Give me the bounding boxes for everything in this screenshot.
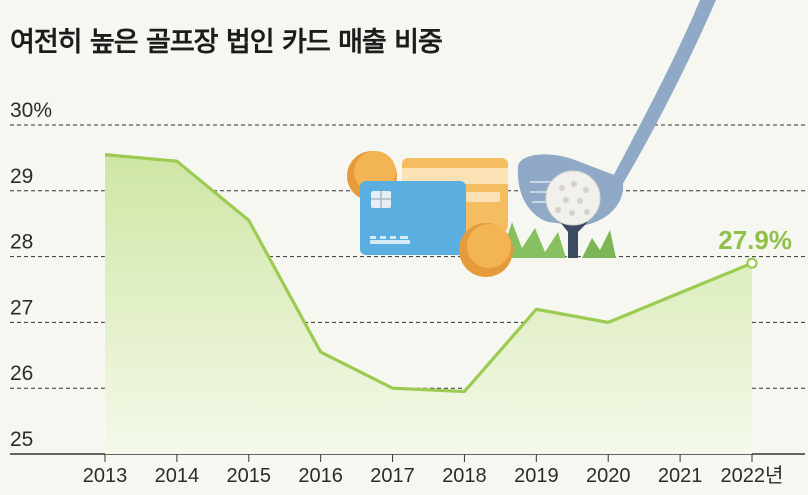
credit-card-icon xyxy=(360,181,466,255)
x-tick-label: 2013 xyxy=(83,465,128,487)
data-label: 27.9% xyxy=(718,225,792,255)
golf-ball-icon xyxy=(545,170,601,226)
x-tick-label: 2017 xyxy=(370,465,415,487)
golf-card-illustration xyxy=(347,0,716,277)
grass-icon xyxy=(582,230,616,258)
grass-icon xyxy=(500,222,566,258)
x-tick-label: 2014 xyxy=(155,465,200,487)
y-tick-label: 29 xyxy=(10,165,33,188)
y-tick-label: 26 xyxy=(10,362,33,385)
x-tick-label: 2022년 xyxy=(721,464,784,487)
y-tick-label: 25 xyxy=(10,428,33,451)
annotations: 27.9% xyxy=(718,225,792,269)
x-axis: 2013 2014 2015 2016 2017 2018 2019 2020 2021 2022… xyxy=(83,454,784,487)
area-series xyxy=(105,154,752,455)
x-tick-label: 2015 xyxy=(227,465,272,487)
series-line xyxy=(104,153,753,394)
x-tick-label: 2016 xyxy=(298,465,343,487)
x-tick-label: 2019 xyxy=(514,465,559,487)
y-tick-label: 27 xyxy=(10,296,33,319)
x-tick-label: 2021 xyxy=(658,465,703,487)
golf-tee-icon xyxy=(560,222,588,258)
y-axis: 25 26 27 28 29 30% xyxy=(10,99,52,451)
coin-icon xyxy=(459,223,513,277)
y-tick-label: 28 xyxy=(10,231,33,254)
area-fill xyxy=(105,154,752,455)
y-tick-label: 30% xyxy=(10,99,52,122)
x-tick-label: 2020 xyxy=(586,465,631,487)
chart-title: 여전히 높은 골프장 법인 카드 매출 비중 xyxy=(10,27,443,58)
annotation-marker xyxy=(746,257,758,269)
x-tick-label: 2018 xyxy=(442,465,487,487)
